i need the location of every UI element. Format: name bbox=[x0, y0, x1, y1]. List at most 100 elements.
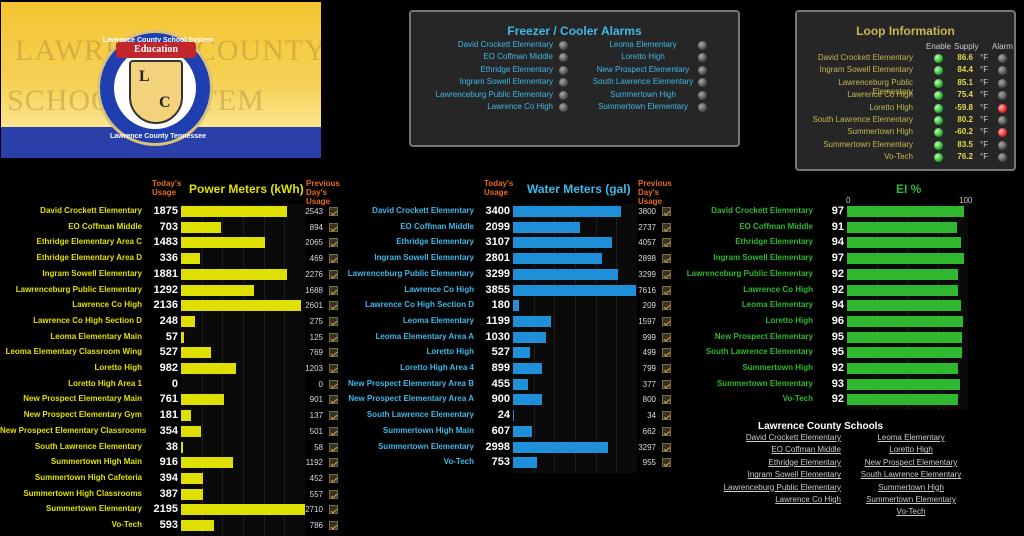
power-trend-icon[interactable] bbox=[329, 505, 338, 515]
freezer-status-led bbox=[559, 90, 568, 100]
power-prev-value: 275 bbox=[309, 316, 323, 326]
water-trend-icon[interactable] bbox=[662, 379, 671, 389]
power-trend-icon[interactable] bbox=[329, 458, 338, 468]
water-gridline bbox=[616, 204, 617, 473]
water-trend-icon[interactable] bbox=[662, 207, 671, 216]
power-trend-icon[interactable] bbox=[329, 442, 338, 452]
water-row-value: 180 bbox=[491, 299, 510, 312]
water-row-value: 3299 bbox=[485, 267, 510, 280]
water-trend-icon[interactable] bbox=[662, 411, 671, 421]
ei-bar bbox=[847, 206, 965, 217]
water-row-label: New Prospect Elementary Area B bbox=[348, 378, 474, 388]
power-bar bbox=[181, 488, 203, 500]
power-row-label: Lawrenceburg Public Elementary bbox=[15, 284, 142, 294]
water-row-value: 455 bbox=[491, 377, 510, 390]
school-link[interactable]: Leoma Elementary bbox=[877, 433, 945, 442]
loop-alarm-led bbox=[998, 54, 1007, 63]
power-trend-icon[interactable] bbox=[329, 301, 338, 311]
power-trend-icon[interactable] bbox=[329, 411, 338, 421]
freezer-status-led bbox=[559, 41, 568, 50]
power-prev-value: 2601 bbox=[305, 301, 323, 311]
school-link[interactable]: Ingram Sowell Elementary bbox=[747, 470, 841, 480]
water-trend-icon[interactable] bbox=[662, 332, 671, 342]
school-link[interactable]: EO Coffman Middle bbox=[771, 445, 841, 455]
water-trend-icon[interactable] bbox=[662, 348, 671, 358]
power-row-value: 181 bbox=[159, 409, 178, 422]
water-trend-icon[interactable] bbox=[662, 442, 671, 452]
water-trend-icon[interactable] bbox=[662, 395, 671, 405]
power-row-label: Summertown High Classrooms bbox=[23, 488, 142, 498]
power-trend-icon[interactable] bbox=[329, 489, 338, 499]
water-row-value: 3107 bbox=[485, 236, 510, 249]
power-prev-value: 125 bbox=[309, 332, 323, 342]
water-bar bbox=[513, 410, 514, 422]
power-bar bbox=[181, 363, 237, 374]
loop-unit-label: °F bbox=[980, 115, 989, 124]
water-prev-value: 2898 bbox=[638, 254, 656, 264]
power-trend-icon[interactable] bbox=[329, 269, 338, 279]
power-trend-icon[interactable] bbox=[329, 348, 338, 358]
school-link[interactable]: South Lawrence Elementary bbox=[860, 470, 962, 480]
loop-unit-label: °F bbox=[980, 77, 989, 87]
school-link[interactable]: David Crockett Elementary bbox=[745, 433, 841, 442]
water-trend-icon[interactable] bbox=[662, 238, 671, 248]
water-prev-value: 999 bbox=[642, 332, 656, 342]
water-trend-icon[interactable] bbox=[662, 316, 671, 326]
school-link[interactable]: Loretto High bbox=[889, 445, 933, 455]
school-link[interactable]: Summertown Elementary bbox=[866, 495, 956, 504]
freezer-site-label: New Prospect Elementary bbox=[596, 64, 690, 74]
power-trend-icon[interactable] bbox=[329, 238, 338, 248]
power-trend-icon[interactable] bbox=[329, 379, 338, 389]
water-row-value: 753 bbox=[491, 456, 510, 469]
water-meters-title: Water Meters (gal) bbox=[527, 182, 631, 196]
water-trend-icon[interactable] bbox=[662, 254, 671, 264]
school-link[interactable]: Vo-Tech bbox=[896, 507, 926, 517]
power-trend-icon[interactable] bbox=[329, 521, 338, 530]
power-trend-icon[interactable] bbox=[329, 426, 338, 436]
loop-supply-value: -59.8 bbox=[954, 102, 973, 112]
freezer-site-label: Leoma Elementary bbox=[609, 40, 677, 49]
power-trend-icon[interactable] bbox=[329, 332, 338, 342]
power-trend-icon[interactable] bbox=[329, 222, 338, 232]
power-trend-icon[interactable] bbox=[329, 207, 338, 216]
water-trend-icon[interactable] bbox=[662, 364, 671, 373]
water-prev-value: 800 bbox=[642, 395, 656, 405]
power-trend-icon[interactable] bbox=[329, 316, 338, 326]
water-trend-icon[interactable] bbox=[662, 426, 671, 436]
power-trend-icon[interactable] bbox=[329, 473, 338, 483]
power-bar bbox=[181, 206, 287, 217]
loop-alarm-led bbox=[998, 153, 1007, 163]
loop-enable-led bbox=[934, 116, 943, 125]
power-row-label: Loretto High bbox=[94, 363, 142, 372]
water-bar bbox=[513, 253, 603, 265]
loop-unit-label: °F bbox=[980, 102, 989, 112]
water-trend-icon[interactable] bbox=[662, 269, 671, 279]
ei-row-value: 92 bbox=[831, 393, 844, 406]
freezer-status-led bbox=[698, 78, 707, 88]
power-trend-icon[interactable] bbox=[329, 364, 338, 373]
loop-site-label: David Crockett Elementary bbox=[817, 53, 913, 62]
water-row-label: Ingram Sowell Elementary bbox=[374, 253, 474, 263]
school-link[interactable]: Lawrenceburg Public Elementary bbox=[723, 482, 841, 492]
power-prev-value: 901 bbox=[309, 395, 323, 405]
freezer-status-led bbox=[559, 65, 568, 75]
ei-row-value: 94 bbox=[831, 299, 844, 312]
power-trend-icon[interactable] bbox=[329, 395, 338, 405]
school-link[interactable]: Ethridge Elementary bbox=[768, 457, 841, 467]
school-link[interactable]: New Prospect Elementary bbox=[864, 457, 958, 467]
water-trend-icon[interactable] bbox=[662, 458, 671, 468]
ei-row-value: 95 bbox=[831, 330, 844, 343]
power-prev-value: 58 bbox=[314, 442, 323, 452]
power-trend-icon[interactable] bbox=[329, 254, 338, 264]
school-link[interactable]: Summertown High bbox=[878, 482, 944, 492]
water-trend-icon[interactable] bbox=[662, 222, 671, 232]
school-link[interactable]: Lawrence Co High bbox=[775, 495, 841, 504]
power-trend-icon[interactable] bbox=[329, 285, 338, 295]
freezer-site-label: South Lawrence Elementary bbox=[592, 77, 694, 87]
water-trend-icon[interactable] bbox=[662, 301, 671, 311]
water-trend-icon[interactable] bbox=[662, 285, 671, 295]
freezer-site-label: Loretto High bbox=[621, 52, 665, 62]
power-row-label: Leoma Elementary Classroom Wing bbox=[5, 347, 142, 357]
power-bar bbox=[181, 504, 305, 516]
ei-row-label: Lawrenceburg Public Elementary bbox=[686, 268, 813, 278]
